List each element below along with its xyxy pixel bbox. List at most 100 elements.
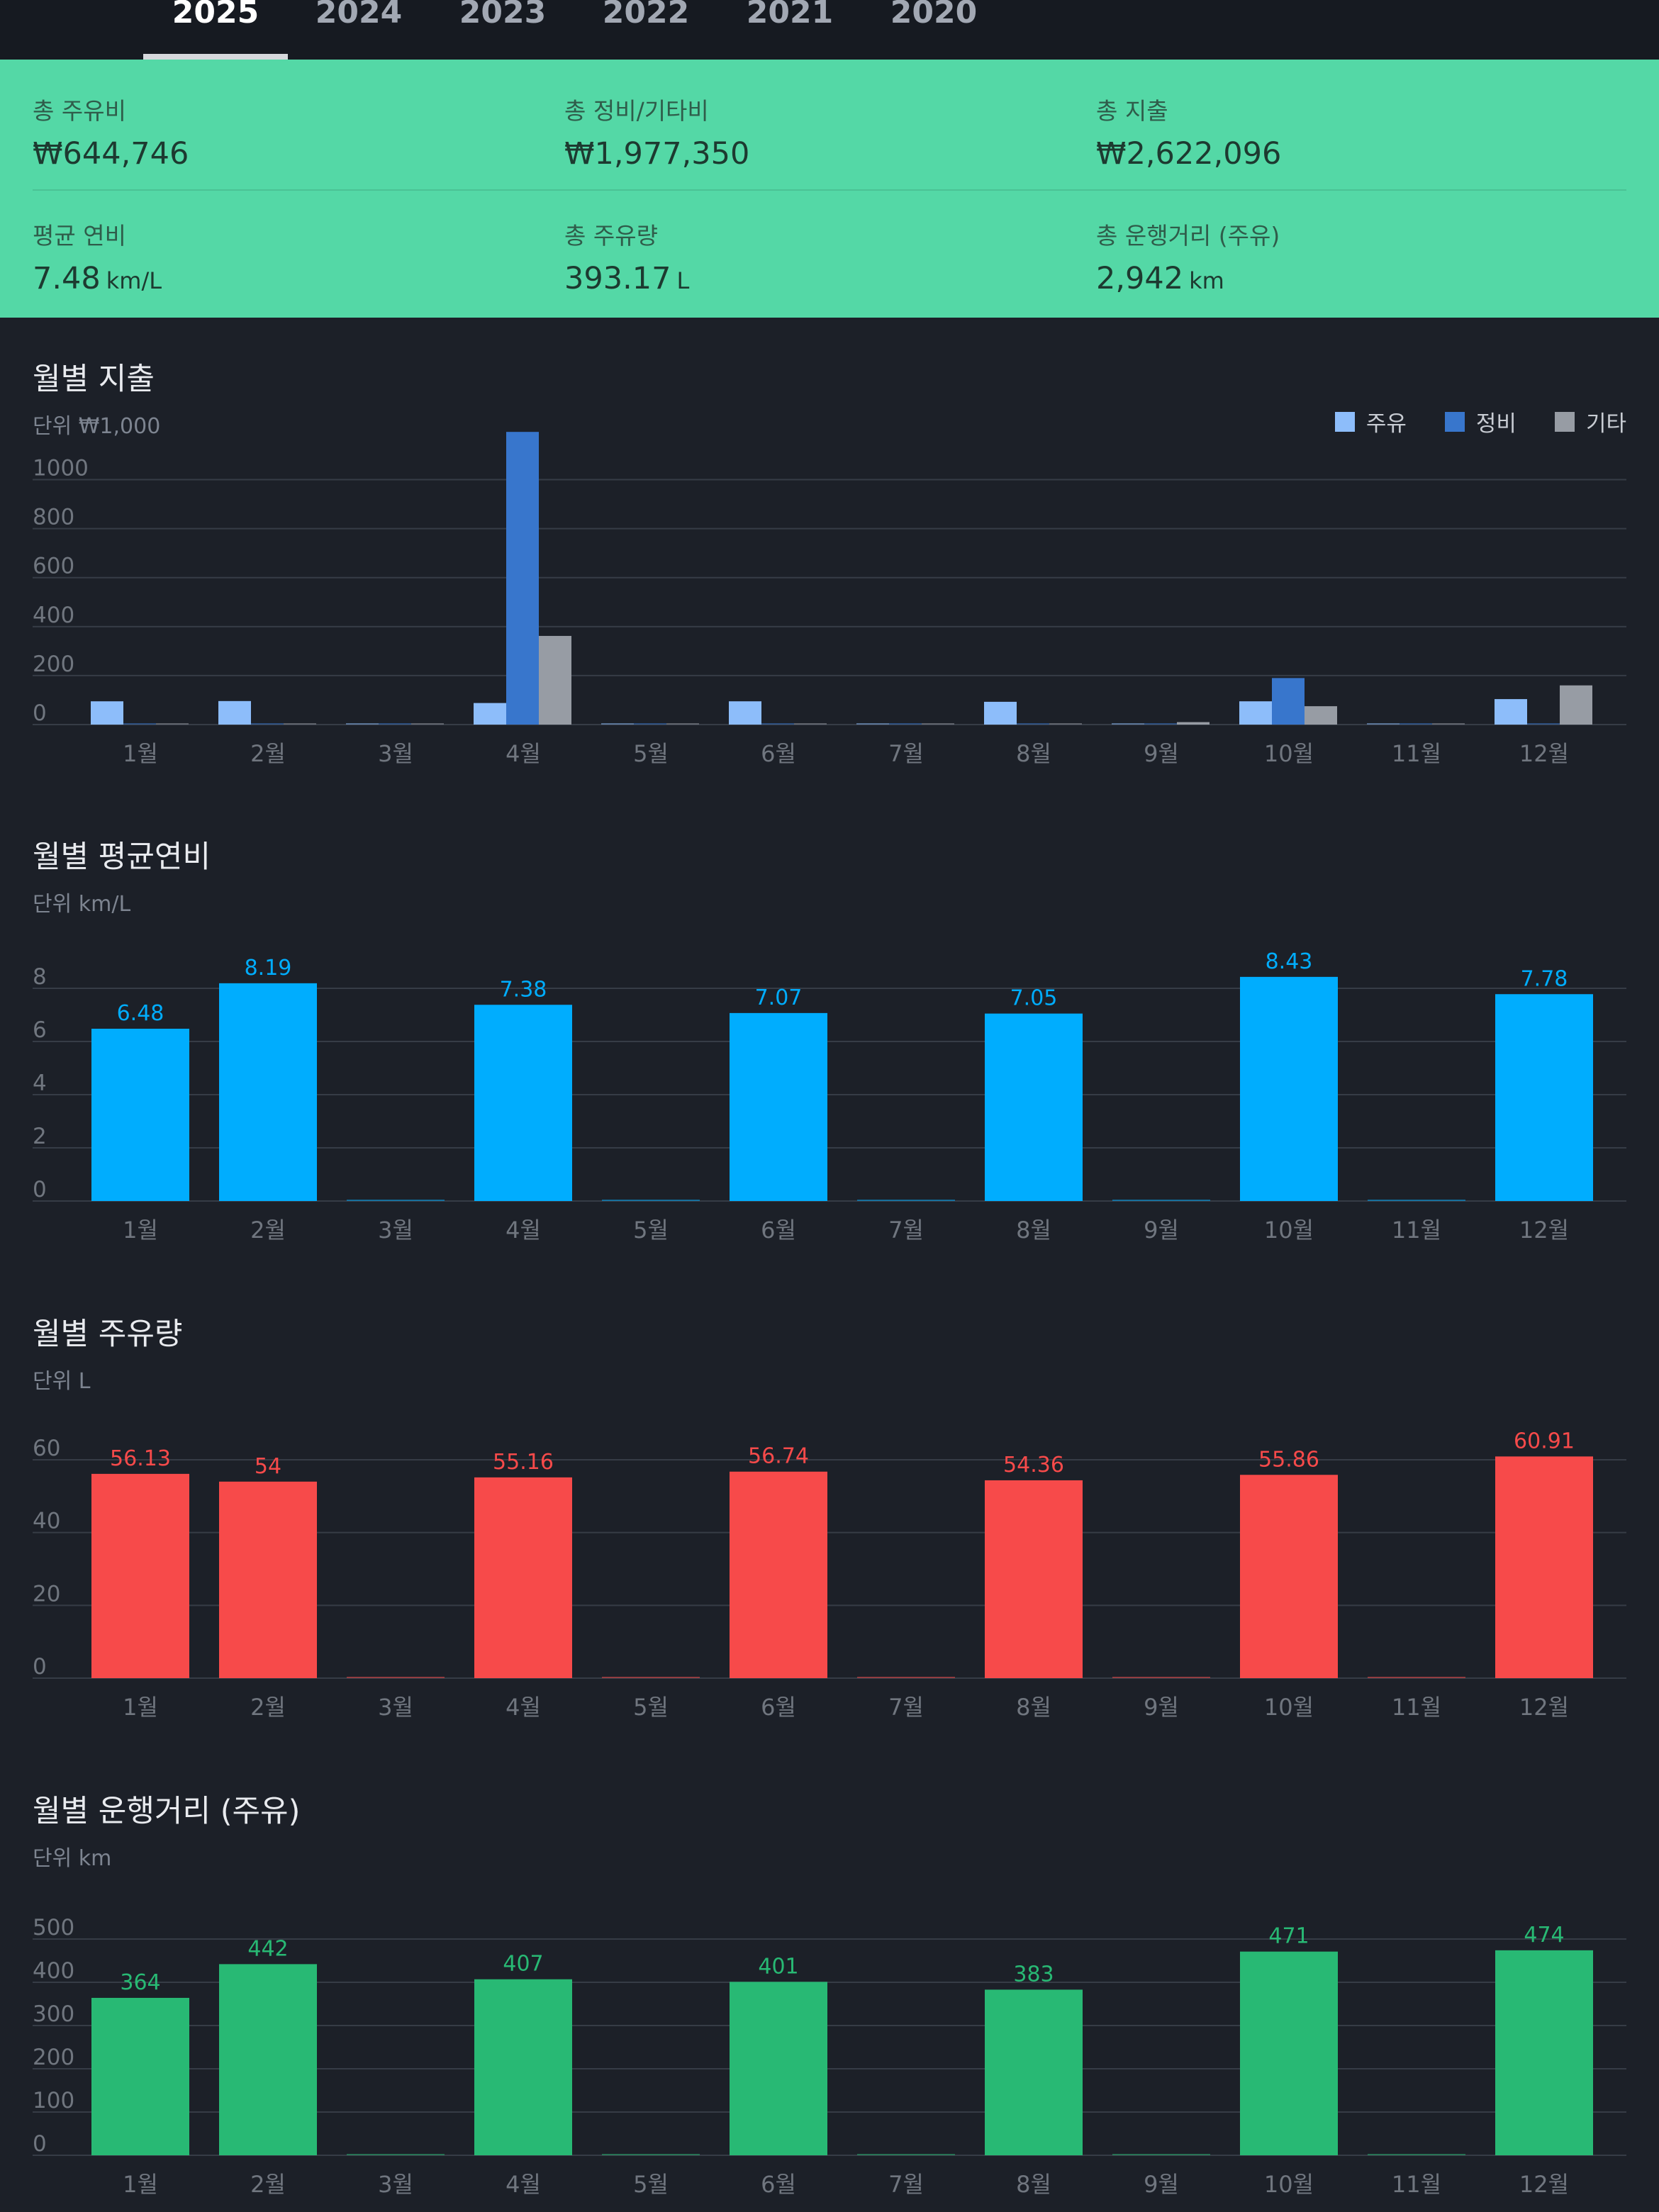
chart-monthly-efficiency-section: 월별 평균연비 단위 km/L 0 2 4 6 8 6.48 1월 8.19 2월 3월 7.38 4…: [0, 832, 1659, 1258]
stat-unit: km: [1189, 267, 1224, 294]
bar: [506, 432, 539, 725]
x-tick-label: 12월: [1519, 740, 1569, 767]
stat-label: 총 주유비: [33, 97, 126, 125]
bar: [1240, 1951, 1338, 2155]
bar: [219, 1964, 317, 2155]
stat-value: ₩2,622,096: [1096, 136, 1282, 172]
stat-avg-efficiency: 평균 연비 7.48 km/L: [33, 217, 162, 296]
bar-empty: [1112, 2154, 1210, 2155]
chart-title: 월별 운행거리 (주유): [33, 1794, 301, 1829]
bar-empty: [634, 723, 666, 725]
x-tick-label: 7월: [888, 2171, 924, 2198]
bar: [985, 1013, 1083, 1201]
data-label: 471: [1268, 1924, 1309, 1949]
bar: [218, 700, 251, 725]
data-label: 54.36: [1003, 1453, 1064, 1478]
x-tick-label: 3월: [378, 1217, 413, 1244]
data-label: 7.78: [1521, 966, 1568, 991]
data-label: 383: [1013, 1962, 1054, 1987]
x-tick-label: 12월: [1519, 2171, 1569, 2198]
bar-empty: [1049, 723, 1082, 725]
bar: [474, 1477, 572, 1678]
bar-empty: [347, 2154, 445, 2155]
bar-empty: [1400, 723, 1432, 725]
y-tick-label: 600: [33, 554, 74, 579]
bar: [1495, 994, 1593, 1201]
x-tick-label: 10월: [1264, 1694, 1314, 1721]
legend-swatch: [1554, 411, 1575, 432]
chart-unit-label: 단위 km: [33, 1846, 112, 1871]
bar: [1495, 1950, 1593, 2155]
legend-label: 기타: [1585, 411, 1626, 437]
chart-title: 월별 지출: [33, 362, 155, 397]
bar: [1495, 699, 1527, 725]
tab-year-2022[interactable]: 2022: [602, 0, 690, 30]
summary-panel: 총 주유비 ₩644,746 총 정비/기타비 ₩1,977,350 총 지출 …: [0, 60, 1659, 318]
x-tick-label: 4월: [505, 1694, 541, 1721]
stat-value: ₩644,746: [33, 136, 189, 172]
bar: [984, 701, 1017, 725]
data-label: 60.91: [1514, 1429, 1575, 1453]
stat-label: 총 주유량: [564, 222, 658, 250]
y-tick-label: 300: [33, 2001, 74, 2027]
bar: [1272, 678, 1305, 725]
y-tick-label: 60: [33, 1436, 60, 1461]
x-tick-label: 8월: [1016, 1217, 1051, 1244]
x-tick-label: 2월: [250, 1217, 286, 1244]
data-label: 7.05: [1010, 986, 1058, 1011]
y-tick-label: 500: [33, 1915, 74, 1940]
y-tick-label: 2: [33, 1124, 47, 1149]
stat-fuel-cost: 총 주유비 ₩644,746: [33, 92, 189, 172]
data-label: 474: [1524, 1923, 1564, 1948]
bar-empty: [1112, 1200, 1210, 1201]
stat-label: 총 운행거리 (주유): [1096, 222, 1280, 250]
bar-empty: [251, 723, 284, 725]
bar: [91, 1473, 189, 1678]
legend-label: 정비: [1475, 411, 1516, 437]
stat-value: 393.17 L: [564, 261, 689, 296]
tab-year-2024[interactable]: 2024: [315, 0, 403, 30]
y-tick-label: 800: [33, 505, 74, 530]
bar-empty: [666, 723, 699, 725]
bar: [474, 1979, 572, 2155]
legend-label: 주유: [1365, 411, 1407, 437]
x-tick-label: 7월: [888, 740, 924, 767]
y-tick-label: 20: [33, 1581, 60, 1607]
y-tick-label: 0: [33, 2131, 47, 2157]
x-tick-label: 4월: [505, 1217, 541, 1244]
chart-unit-label: 단위 ₩1,000: [33, 414, 161, 439]
y-tick-label: 0: [33, 1654, 47, 1680]
year-tab-bar: 2025 2024 2023 2022 2021 2020: [0, 0, 1659, 60]
bar: [1177, 722, 1210, 725]
bar-empty: [1368, 1677, 1465, 1678]
monthly-fuel-chart: 0 20 40 60 56.13 1월 54 2월 3월 55.16 4월 5월 56.74 6월 7월 54…: [33, 1429, 1626, 1721]
x-tick-label: 10월: [1264, 740, 1314, 767]
bar: [539, 635, 571, 725]
bar-empty: [156, 723, 189, 725]
x-tick-label: 11월: [1392, 1217, 1441, 1244]
tab-year-2021[interactable]: 2021: [746, 0, 834, 30]
bar-empty: [347, 1200, 445, 1201]
y-tick-label: 4: [33, 1071, 47, 1096]
bar-empty: [857, 2154, 955, 2155]
y-tick-label: 200: [33, 2045, 74, 2070]
chart-title: 월별 주유량: [33, 1317, 183, 1352]
x-tick-label: 9월: [1144, 1217, 1179, 1244]
bar-empty: [1017, 723, 1049, 725]
bar-empty: [857, 1200, 955, 1201]
tab-year-2025[interactable]: 2025: [143, 0, 288, 60]
bar: [1239, 701, 1272, 725]
data-label: 442: [247, 1936, 288, 1961]
x-tick-label: 6월: [761, 1217, 796, 1244]
bar-empty: [284, 723, 316, 725]
monthly-efficiency-chart: 0 2 4 6 8 6.48 1월 8.19 2월 3월 7.38 4월 5월 7.07 6월 7월 7.05 8…: [33, 949, 1626, 1244]
tab-year-2023[interactable]: 2023: [459, 0, 547, 30]
monthly-distance-chart: 0 100 200 300 400 500 364 1월 442 2월 3월 407 4월 5월 401 6월…: [33, 1915, 1626, 2198]
bar: [1560, 685, 1592, 725]
bar-empty: [602, 1200, 700, 1201]
bar-empty: [379, 723, 411, 725]
bar-empty: [761, 723, 794, 725]
data-label: 55.16: [493, 1450, 554, 1475]
tab-year-2020[interactable]: 2020: [890, 0, 978, 30]
x-tick-label: 2월: [250, 1694, 286, 1721]
